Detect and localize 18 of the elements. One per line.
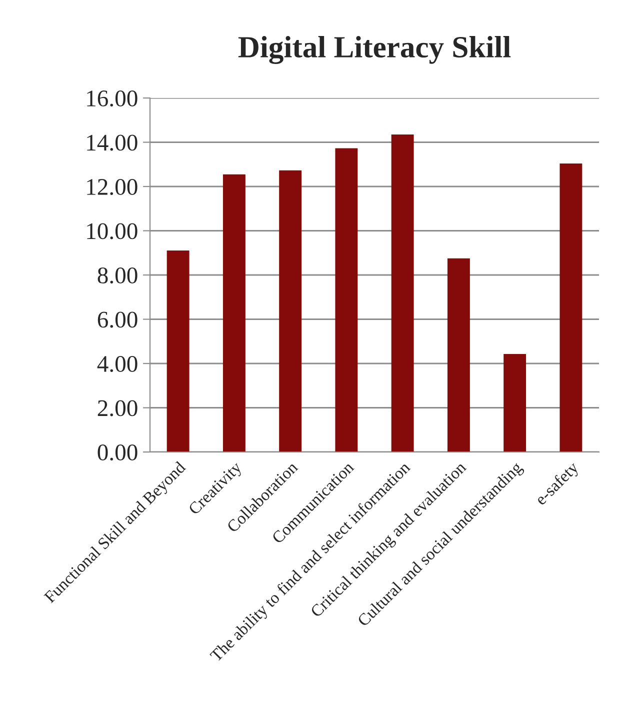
y-tick-label: 0.00 bbox=[98, 444, 138, 461]
y-tick-label: 14.00 bbox=[87, 134, 138, 151]
y-tick-label: 12.00 bbox=[87, 178, 138, 196]
y-tick-label: 16.00 bbox=[87, 90, 138, 107]
y-tick-label: 2.00 bbox=[98, 400, 138, 416]
bar bbox=[504, 354, 526, 452]
chart-title: Digital Literacy Skill bbox=[238, 36, 511, 64]
bar bbox=[279, 170, 302, 452]
y-tick-label: 6.00 bbox=[98, 312, 138, 328]
bar bbox=[560, 163, 582, 452]
bar bbox=[166, 250, 190, 452]
bar bbox=[222, 174, 246, 452]
y-tick-label: 8.00 bbox=[98, 267, 138, 284]
y-tick-label: 4.00 bbox=[97, 356, 138, 372]
bar bbox=[447, 258, 470, 452]
y-tick-label: 10.00 bbox=[87, 223, 138, 240]
bar bbox=[335, 148, 358, 452]
bar bbox=[391, 134, 414, 452]
